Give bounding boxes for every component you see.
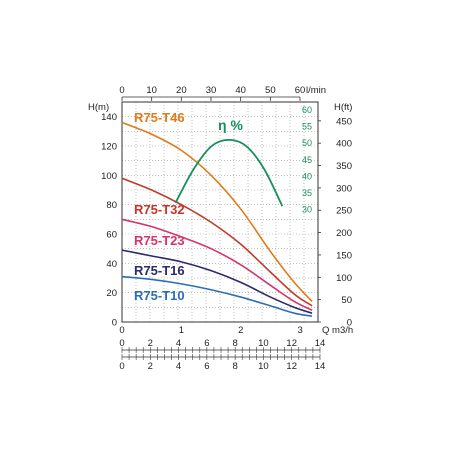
series-label-r75-t10: R75-T10 bbox=[134, 288, 185, 303]
right-tick-label: 0 bbox=[347, 318, 352, 329]
bottom2-tick-label: 12 bbox=[286, 338, 297, 349]
right-tick-label: 50 bbox=[341, 295, 352, 306]
top-tick-label: 0 bbox=[119, 85, 124, 96]
top-tick-label: 40 bbox=[235, 85, 246, 96]
top-tick-label: 10 bbox=[146, 85, 157, 96]
left-tick-label: 0 bbox=[112, 318, 117, 329]
bottom2-tick-label: 0 bbox=[119, 338, 124, 349]
right-tick-label: 150 bbox=[336, 250, 352, 261]
eta-tick-label: 45 bbox=[302, 155, 312, 165]
left-tick-label: 80 bbox=[106, 200, 117, 211]
bottom3-tick-label: 0 bbox=[119, 361, 124, 372]
top-tick-label: 30 bbox=[206, 85, 217, 96]
eta-tick-label: 35 bbox=[302, 188, 312, 198]
right-tick-label: 450 bbox=[336, 116, 352, 127]
bottom-axis-title: Q m3/h bbox=[322, 325, 353, 336]
plot-border bbox=[121, 101, 319, 323]
bottom2-tick-label: 8 bbox=[232, 338, 237, 349]
right-axis-title: H(ft) bbox=[334, 102, 352, 113]
plot-frame bbox=[121, 101, 319, 323]
series-label-r75-t32: R75-T32 bbox=[134, 202, 185, 217]
eta-tick-label: 40 bbox=[302, 171, 312, 181]
left-tick-label: 140 bbox=[101, 112, 117, 123]
bottom2-tick-label: 10 bbox=[258, 338, 269, 349]
series-line-eta bbox=[174, 138, 284, 207]
bottom3-tick-label: 6 bbox=[204, 361, 209, 372]
bottom3-tick-label: 10 bbox=[258, 361, 269, 372]
bottom2-tick-label: 2 bbox=[148, 338, 153, 349]
right-tick-label: 400 bbox=[336, 139, 352, 150]
eta-tick-label: 30 bbox=[302, 205, 312, 215]
bottom3-tick-label: 12 bbox=[286, 361, 297, 372]
bottom-tick-label: 3 bbox=[298, 325, 303, 336]
bottom3-tick-label: 8 bbox=[232, 361, 237, 372]
left-tick-label: 40 bbox=[106, 259, 117, 270]
series-label-r75-t46: R75-T46 bbox=[134, 110, 185, 125]
series-line-r75-t16 bbox=[121, 249, 313, 314]
bottom2-tick-label: 4 bbox=[176, 338, 181, 349]
series-group bbox=[121, 121, 313, 317]
left-tick-label: 60 bbox=[106, 230, 117, 241]
left-tick-label: 120 bbox=[101, 142, 117, 153]
top-tick-label: 20 bbox=[176, 85, 187, 96]
right-tick-label: 200 bbox=[336, 228, 352, 239]
axes: H(m)020406080100120140H(ft)0501001502002… bbox=[88, 85, 353, 372]
bottom-tick-label: 0 bbox=[119, 325, 124, 336]
series-line-r75-t10 bbox=[121, 275, 313, 317]
eta-tick-label: 55 bbox=[302, 122, 312, 132]
top-axis-title: l/min bbox=[306, 85, 326, 96]
left-tick-label: 20 bbox=[106, 288, 117, 299]
top-tick-label: 60 bbox=[295, 85, 306, 96]
bottom-tick-label: 2 bbox=[238, 325, 243, 336]
right-tick-label: 350 bbox=[336, 161, 352, 172]
series-label-eta: η % bbox=[218, 117, 243, 133]
series-line-r75-t32 bbox=[121, 177, 313, 307]
eta-tick-label: 60 bbox=[302, 105, 312, 115]
series-labels: R75-T46 R75-T32 R75-T23 R75-T16 R75-T10 η % bbox=[134, 110, 243, 303]
left-tick-label: 100 bbox=[101, 171, 117, 182]
bottom2-tick-label: 14 bbox=[315, 338, 326, 349]
right-tick-label: 300 bbox=[336, 183, 352, 194]
right-tick-label: 250 bbox=[336, 206, 352, 217]
eta-tick-label: 50 bbox=[302, 138, 312, 148]
top-tick-label: 50 bbox=[265, 85, 276, 96]
right-tick-label: 100 bbox=[336, 273, 352, 284]
bottom3-tick-label: 4 bbox=[176, 361, 181, 372]
bottom2-tick-label: 6 bbox=[204, 338, 209, 349]
left-axis-title: H(m) bbox=[88, 102, 109, 113]
bottom3-tick-label: 14 bbox=[315, 361, 326, 372]
series-label-r75-t23: R75-T23 bbox=[134, 233, 185, 248]
bottom3-tick-label: 2 bbox=[148, 361, 153, 372]
series-line-r75-t23 bbox=[121, 218, 313, 311]
series-label-r75-t16: R75-T16 bbox=[134, 263, 185, 278]
bottom-tick-label: 1 bbox=[179, 325, 184, 336]
series-line-r75-t46 bbox=[121, 121, 313, 303]
